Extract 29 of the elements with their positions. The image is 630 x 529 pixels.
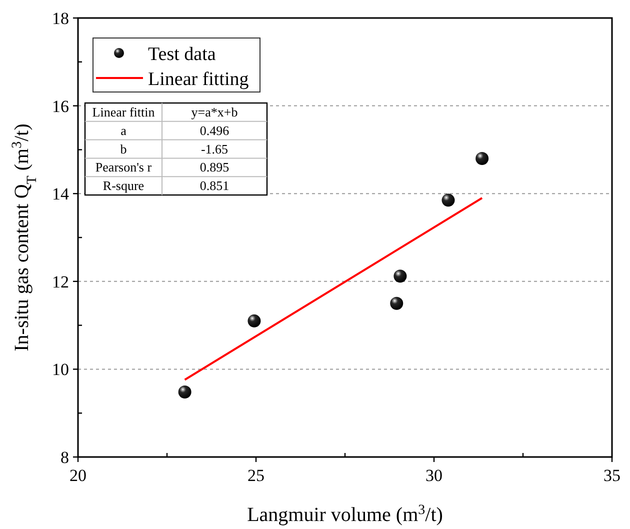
annotation: R-squre [102, 178, 144, 194]
point [442, 194, 455, 207]
point [394, 270, 407, 283]
x-tick-label: 35 [604, 466, 620, 485]
y-tick-label: 18 [52, 9, 69, 28]
x-tick-label: 25 [248, 466, 264, 485]
x-tick-label: 30 [426, 466, 442, 485]
y-tick-label: 12 [52, 272, 69, 292]
x-tick-label: 20 [70, 466, 86, 485]
annotation: b [120, 141, 127, 156]
annotation: y=a*x+b [191, 104, 238, 120]
annotation: 0.496 [200, 122, 230, 138]
point [178, 386, 192, 399]
annotation: 0.851 [200, 178, 230, 194]
legend-label: Test data [148, 44, 216, 65]
point [390, 296, 404, 310]
x-axis-title: Langmuir volume (m$^{3}$/t) [247, 502, 443, 526]
point [476, 152, 489, 165]
y-tick-label: 16 [52, 96, 69, 116]
y-tick-label: 8 [60, 448, 69, 467]
legend-label: Linear fitting [148, 69, 250, 90]
annotation: 0.895 [200, 160, 230, 175]
y-tick-label: 14 [52, 184, 70, 204]
annotation: Pearson's r [95, 160, 152, 175]
y-tick-label: 10 [52, 360, 69, 380]
point [248, 314, 261, 328]
annotation: a [120, 122, 127, 138]
annotation: -1.65 [200, 141, 228, 156]
annotation: Linear fittin [92, 104, 156, 120]
